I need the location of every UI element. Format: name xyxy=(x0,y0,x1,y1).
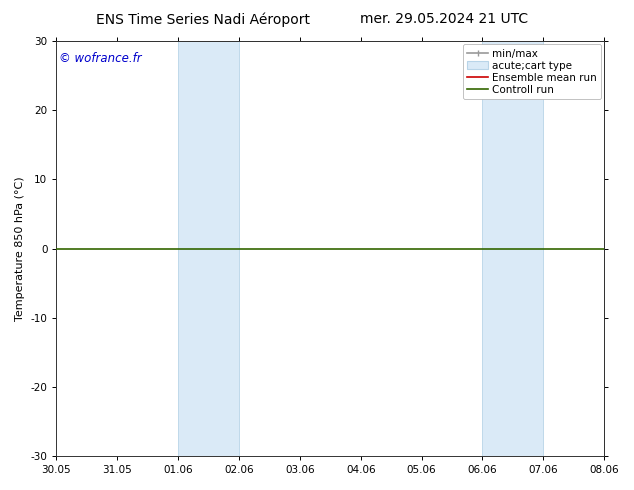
Legend: min/max, acute;cart type, Ensemble mean run, Controll run: min/max, acute;cart type, Ensemble mean … xyxy=(463,44,601,99)
Bar xyxy=(482,41,543,456)
Text: © wofrance.fr: © wofrance.fr xyxy=(59,51,142,65)
Y-axis label: Temperature 850 hPa (°C): Temperature 850 hPa (°C) xyxy=(15,176,25,321)
Text: mer. 29.05.2024 21 UTC: mer. 29.05.2024 21 UTC xyxy=(359,12,528,26)
Bar xyxy=(178,41,239,456)
Text: ENS Time Series Nadi Aéroport: ENS Time Series Nadi Aéroport xyxy=(96,12,310,27)
